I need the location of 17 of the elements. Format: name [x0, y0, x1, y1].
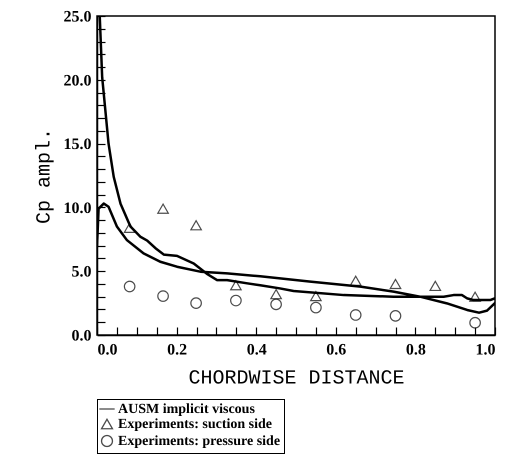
x-tick-label: 0.4 — [246, 342, 267, 358]
legend-label: Experiments: suction side — [118, 417, 272, 432]
y-tick-label: 20.0 — [64, 72, 92, 90]
x-tick-label: 0.0 — [98, 342, 118, 358]
legend-label: Experiments: pressure side — [118, 434, 280, 449]
y-tick-label: 5.0 — [72, 264, 92, 281]
x-tick-label: 1.0 — [476, 342, 496, 358]
y-tick-label: 10.0 — [64, 200, 92, 217]
y-tick-label: 15.0 — [64, 136, 92, 154]
legend-label: AUSM implicit viscous — [118, 402, 256, 417]
y-tick-label: 25.0 — [64, 8, 92, 26]
x-tick-label: 0.8 — [406, 342, 426, 358]
y-tick-label: 0.0 — [72, 328, 92, 344]
y-axis-title: Cp ampl. — [34, 128, 56, 224]
x-tick-label: 0.6 — [326, 342, 346, 358]
x-axis-title: CHORDWISE DISTANCE — [188, 368, 405, 390]
x-tick-label: 0.2 — [167, 342, 188, 358]
